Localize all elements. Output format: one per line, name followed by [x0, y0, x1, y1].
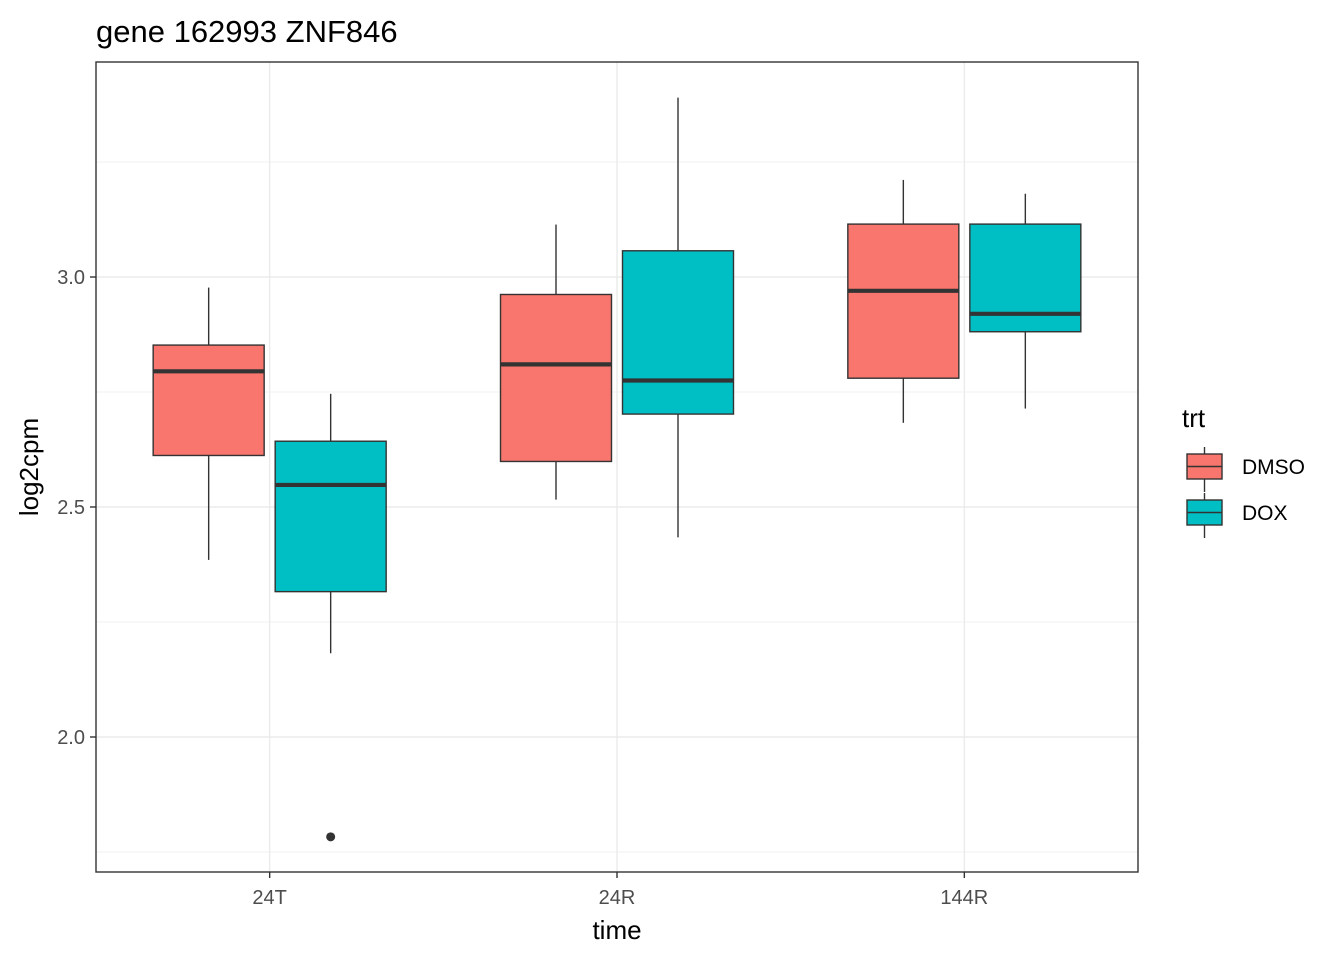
box-iqr [152, 344, 265, 457]
legend-key-dmso [1186, 447, 1223, 492]
box-dmso-24r [499, 224, 613, 500]
box-iqr [274, 440, 387, 593]
legend-label: DOX [1242, 502, 1288, 525]
box-dmso-24t [152, 287, 265, 560]
box-dox-24t [274, 393, 387, 842]
box-dox-144r [969, 193, 1082, 409]
x-axis-title: time [592, 915, 641, 945]
legend-title: trt [1182, 403, 1206, 433]
y-tick-label: 2.0 [57, 727, 85, 749]
y-axis-title: log2cpm [14, 418, 44, 516]
y-tick-label: 3.0 [57, 267, 85, 289]
chart-title: gene 162993 ZNF846 [96, 14, 398, 49]
legend-label: DMSO [1242, 456, 1305, 479]
outlier-point [326, 832, 336, 842]
y-axis: 2.0 2.5 3.0 [57, 267, 96, 749]
x-tick-label: 144R [940, 887, 988, 909]
box-iqr [499, 293, 613, 463]
x-tick-label: 24R [599, 887, 636, 909]
boxes [152, 97, 1082, 842]
box-dmso-144r [847, 179, 960, 423]
y-tick-label: 2.5 [57, 497, 85, 519]
box-iqr [847, 223, 960, 379]
box-iqr [621, 250, 735, 415]
box-dox-24r [621, 97, 735, 538]
grid [96, 62, 1138, 872]
legend-key-dox [1186, 493, 1223, 538]
x-tick-label: 24T [252, 887, 286, 909]
x-axis: 24T 24R 144R [252, 872, 988, 909]
legend: trt DMSO DOX [1182, 403, 1305, 538]
